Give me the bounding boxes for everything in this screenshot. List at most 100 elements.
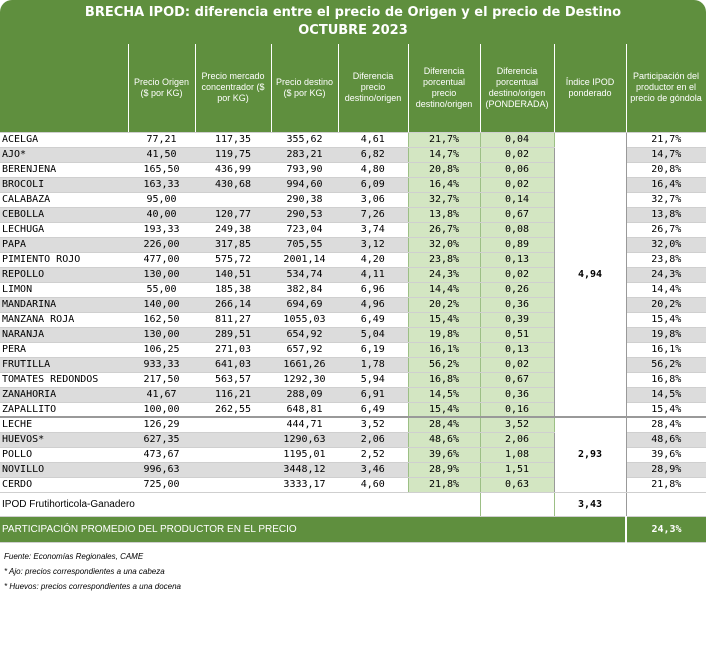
diferencia-porcentual: 13,8%	[407, 207, 481, 223]
footnotes: Fuente: Economías Regionales, CAME * Ajo…	[0, 549, 706, 594]
precio-destino: 444,71	[271, 416, 338, 433]
diferencia-porcentual: 48,6%	[407, 432, 481, 448]
table-row: NOVILLO 996,63 3448,12 3,46 28,9% 1,51 28,9%	[0, 462, 706, 478]
diferencia-ponderada: 0,08	[479, 222, 555, 238]
table-row: ZAPALLITO 100,00 262,55 648,81 6,49 15,4% 0,16…	[0, 402, 706, 418]
participacion: 19,8%	[625, 327, 706, 343]
participacion: 39,6%	[625, 447, 706, 463]
precio-origen: 477,00	[128, 252, 195, 268]
precio-origen: 473,67	[128, 447, 195, 463]
participacion: 15,4%	[625, 402, 706, 418]
precio-origen: 996,63	[128, 462, 195, 478]
table-row: BERENJENA 165,50 436,99 793,90 4,80 20,8% 0,06…	[0, 162, 706, 178]
participacion: 20,8%	[625, 162, 706, 178]
precio-mercado	[195, 432, 271, 448]
diferencia-porcentual: 20,8%	[407, 162, 481, 178]
diferencia: 2,06	[338, 432, 408, 448]
precio-origen: 126,29	[128, 416, 195, 433]
table-row: MANDARINA 140,00 266,14 694,69 4,96 20,2% 0,36…	[0, 297, 706, 313]
diferencia-porcentual: 26,7%	[407, 222, 481, 238]
diferencia: 4,61	[338, 132, 408, 148]
participacion: 56,2%	[625, 357, 706, 373]
diferencia-porcentual: 21,8%	[407, 477, 481, 493]
precio-destino: 657,92	[271, 342, 338, 358]
header-diferencia: Diferencia precio destino/origen	[338, 44, 409, 133]
participacion: 14,7%	[625, 147, 706, 163]
diferencia-ponderada: 0,36	[479, 387, 555, 403]
header-ponderada: Diferencia porcentual destino/origen (PO…	[480, 44, 555, 133]
precio-destino: 283,21	[271, 147, 338, 163]
diferencia: 3,52	[338, 416, 408, 433]
diferencia-ponderada: 0,67	[479, 372, 555, 388]
participacion: 21,8%	[625, 477, 706, 493]
diferencia: 6,19	[338, 342, 408, 358]
header-product	[0, 44, 129, 133]
diferencia-porcentual: 16,1%	[407, 342, 481, 358]
diferencia: 5,04	[338, 327, 408, 343]
diferencia-porcentual: 32,0%	[407, 237, 481, 253]
diferencia-porcentual: 24,3%	[407, 267, 481, 283]
precio-mercado: 120,77	[195, 207, 271, 223]
product-name: FRUTILLA	[0, 357, 128, 373]
precio-mercado: 249,38	[195, 222, 271, 238]
ipod-total-blank	[479, 491, 555, 517]
precio-origen: 77,21	[128, 132, 195, 148]
precio-origen: 130,00	[128, 327, 195, 343]
participacion: 48,6%	[625, 432, 706, 448]
product-name: MANDARINA	[0, 297, 128, 313]
table-row: POLLO 473,67 1195,01 2,52 39,6% 1,08 39,6%	[0, 447, 706, 463]
participacion: 13,8%	[625, 207, 706, 223]
precio-mercado: 317,85	[195, 237, 271, 253]
precio-mercado: 119,75	[195, 147, 271, 163]
precio-origen: 217,50	[128, 372, 195, 388]
participacion-value: 24,3%	[625, 516, 706, 543]
participacion: 21,7%	[625, 132, 706, 148]
product-name: HUEVOS*	[0, 432, 128, 448]
precio-origen: 226,00	[128, 237, 195, 253]
product-name: BERENJENA	[0, 162, 128, 178]
diferencia-ponderada: 0,16	[479, 402, 555, 418]
table-row: AJO* 41,50 119,75 283,21 6,82 14,7% 0,02 14,7%	[0, 147, 706, 163]
participacion: 28,4%	[625, 416, 706, 433]
diferencia-porcentual: 14,7%	[407, 147, 481, 163]
diferencia: 4,60	[338, 477, 408, 493]
precio-origen: 41,50	[128, 147, 195, 163]
precio-mercado	[195, 447, 271, 463]
diferencia-porcentual: 32,7%	[407, 192, 481, 208]
participacion: 32,0%	[625, 237, 706, 253]
diferencia-ponderada: 0,39	[479, 312, 555, 328]
precio-mercado: 289,51	[195, 327, 271, 343]
precio-origen: 106,25	[128, 342, 195, 358]
diferencia-porcentual: 15,4%	[407, 402, 481, 418]
diferencia: 3,46	[338, 462, 408, 478]
diferencia-ponderada: 0,02	[479, 267, 555, 283]
diferencia: 4,11	[338, 267, 408, 283]
diferencia-ponderada: 0,04	[479, 132, 555, 148]
diferencia-porcentual: 21,7%	[407, 132, 481, 148]
title-line-1: BRECHA IPOD: diferencia entre el precio …	[84, 5, 622, 20]
diferencia: 6,49	[338, 312, 408, 328]
diferencia: 3,12	[338, 237, 408, 253]
product-name: AJO*	[0, 147, 128, 163]
header-precio-mercado: Precio mercado concentrador ($ por KG)	[195, 44, 272, 133]
ipod-total-label: IPOD Frutihorticola-Ganadero	[0, 491, 480, 517]
header-row: Precio Origen ($ por KG) Precio mercado …	[0, 44, 706, 133]
diferencia-ponderada: 0,06	[479, 162, 555, 178]
diferencia-ponderada: 0,02	[479, 147, 555, 163]
precio-mercado: 436,99	[195, 162, 271, 178]
diferencia-porcentual: 39,6%	[407, 447, 481, 463]
header-diferencia-porcentual: Diferencia porcentual precio destino/ori…	[408, 44, 481, 133]
table-row: LECHUGA 193,33 249,38 723,04 3,74 26,7% 0,08 26…	[0, 222, 706, 238]
product-name: LIMON	[0, 282, 128, 298]
precio-destino: 694,69	[271, 297, 338, 313]
participacion-label: PARTICIPACIÓN PROMEDIO DEL PRODUCTOR EN …	[0, 516, 626, 543]
precio-destino: 2001,14	[271, 252, 338, 268]
ipod-total-empty	[625, 491, 706, 517]
ipod-total-row: IPOD Frutihorticola-Ganadero 3,43	[0, 491, 706, 517]
precio-destino: 994,60	[271, 177, 338, 193]
diferencia-ponderada: 0,36	[479, 297, 555, 313]
precio-mercado: 563,57	[195, 372, 271, 388]
product-name: TOMATES REDONDOS	[0, 372, 128, 388]
ipod-index: 4,94	[553, 132, 627, 418]
precio-origen: 162,50	[128, 312, 195, 328]
